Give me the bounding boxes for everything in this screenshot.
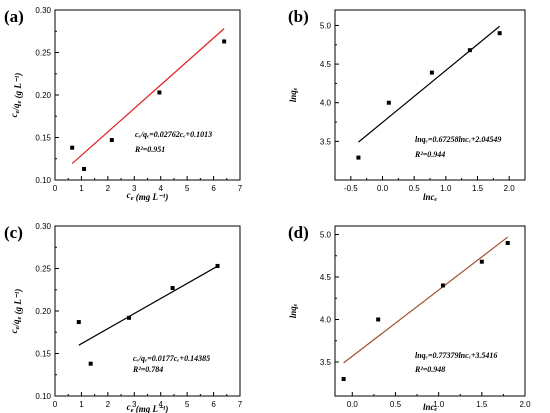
fit-line [358,25,501,143]
data-point [70,145,75,150]
fit-equation: cₑ/qₑ=0.02762cₑ+0.1013 [135,130,212,139]
x-axis-title: ce (mg L⁻¹) [127,402,169,413]
x-tick-label: 1 [79,184,84,193]
x-tick-label: 2.0 [504,184,516,193]
y-tick-label: 0.30 [35,222,51,231]
data-point [505,241,510,245]
data-point [376,317,381,322]
y-axis-title: lnqₑ [288,303,298,318]
x-tick-label: 0.5 [390,400,402,409]
fit-equation: lnqₑ=0.77379lncₑ+3.5416 [415,351,497,360]
y-tick-label: 0.20 [35,307,51,316]
y-tick-label: 5.0 [320,21,332,30]
data-point [341,377,346,381]
x-tick-label: 7 [238,184,243,193]
r-squared-label: R²=0.951 [134,145,165,154]
y-tick-label: 3.5 [320,137,332,146]
x-tick-label: 4 [158,400,163,409]
data-point [356,155,361,160]
y-axis-title: lnqₑ [288,87,298,102]
x-tick-label: 5 [185,184,190,193]
x-axis-title: lncₑ [423,402,438,412]
x-tick-label: 6 [211,400,216,409]
x-tick-label: 1.0 [433,400,445,409]
data-point [109,138,114,143]
x-tick-label: 2 [106,400,111,409]
x-tick-label: 1 [79,400,84,409]
fit-line [71,28,225,165]
x-tick-label: 5 [185,400,190,409]
x-axis-title: ce (mg L⁻¹) [127,190,169,202]
x-tick-label: 0.5 [409,184,421,193]
data-point [215,263,220,268]
x-axis-title: lncₑ [423,192,438,202]
data-point [76,320,81,325]
x-tick-label: -0.5 [344,184,358,193]
data-point [440,283,445,288]
y-tick-label: 0.30 [35,6,51,15]
r-squared-label: R²=0.784 [132,365,163,374]
fit-line [78,265,218,346]
x-tick-label: 0.0 [347,400,359,409]
chart-panel-d: 0.0 0.5 1.0 1.5 2.0 3.5 4.0 4.5 5.0 lncₑ lnqₑ (d) ln… [288,223,531,412]
x-tick-label: 4 [158,184,163,193]
y-axis-title: ce/qe (g L⁻¹) [9,73,23,118]
x-tick-label: 3 [132,184,137,193]
data-point [170,286,175,291]
r-squared-label: R²=0.944 [414,150,445,159]
y-tick-label: 3.5 [320,358,332,367]
x-tick-label: 1.5 [472,184,484,193]
chart-panel-c: 0 1 2 3 4 5 6 7 0.10 0.15 0.20 0.25 0.30 ce (mg L⁻¹) c… [4,222,243,413]
y-tick-label: 0.10 [35,176,51,185]
x-tick-label: 6 [211,184,216,193]
data-point [222,39,227,44]
data-point [479,259,484,264]
data-point [82,166,87,171]
panel-label: (a) [4,7,24,26]
data-point [386,100,391,105]
fit-equation: cₑ/qₑ=0.0177cₑ+0.14385 [133,354,210,363]
x-tick-label: 3 [132,400,137,409]
y-tick-label: 5.0 [320,231,332,240]
data-point [157,90,162,95]
chart-panel-b: -0.5 0.0 0.5 1.0 1.5 2.0 3.5 4.0 4.5 5.0 lncₑ lnqₑ (… [288,7,526,202]
y-tick-label: 0.25 [35,49,51,58]
data-point [497,31,502,36]
plot-frame [334,225,526,397]
r-squared-label: R²=0.948 [414,365,445,374]
x-tick-label: 1.5 [476,400,488,409]
fit-line [343,236,509,364]
panel-label: (b) [288,7,309,26]
y-tick-label: 0.15 [35,350,51,359]
data-point [429,70,434,75]
y-tick-label: 0.10 [35,392,51,401]
x-tick-label: 2.0 [519,400,531,409]
y-tick-label: 4.0 [320,99,332,108]
panel-label: (d) [288,223,309,242]
x-tick-label: 0 [53,184,58,193]
x-tick-label: 0.0 [377,184,389,193]
x-tick-label: 2 [106,184,111,193]
y-tick-label: 0.25 [35,265,51,274]
x-tick-label: 1.0 [440,184,452,193]
y-tick-label: 0.20 [35,91,51,100]
y-tick-label: 4.0 [320,316,332,325]
panel-label: (c) [4,223,23,242]
x-tick-label: 0 [53,400,58,409]
data-point [127,315,131,320]
y-tick-label: 4.5 [320,273,332,282]
y-tick-label: 0.15 [35,134,51,143]
x-tick-label: 7 [238,400,243,409]
y-tick-label: 4.5 [320,60,332,69]
chart-panel-a: 0 1 2 3 4 5 6 7 0.10 0.15 0.20 0.25 0.30 ce (mg L⁻¹) c… [4,6,243,202]
y-axis-title: ce/qe (g L⁻¹) [9,289,23,334]
fit-equation: lnqₑ=0.67258lncₑ+2.04549 [415,135,501,144]
data-point [88,361,93,366]
data-point [467,48,472,53]
